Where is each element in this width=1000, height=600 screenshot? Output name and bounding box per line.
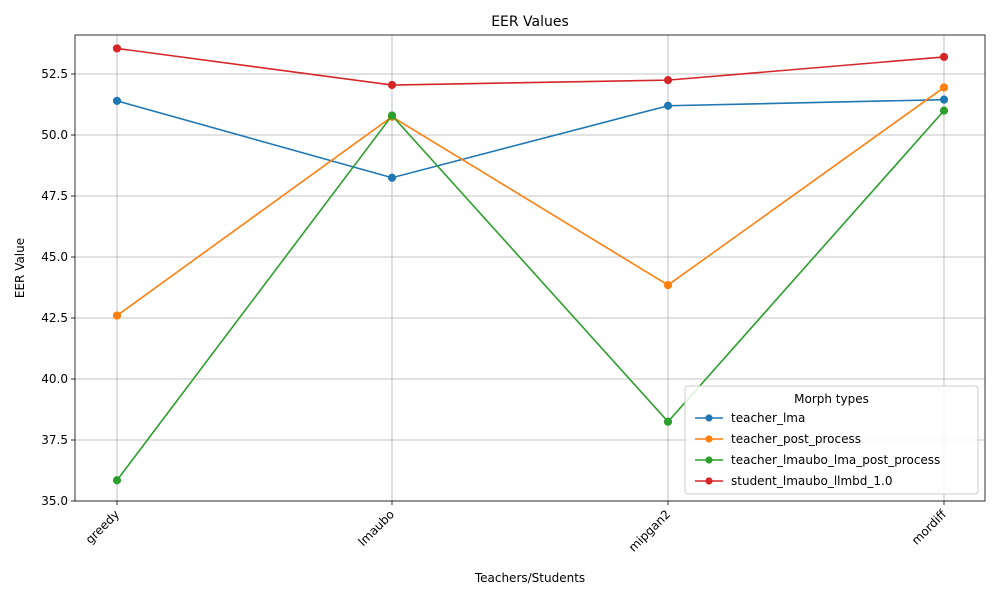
data-point <box>387 173 397 182</box>
y-tick-label: 52.5 <box>41 67 68 81</box>
y-tick-label: 42.5 <box>41 311 68 325</box>
legend-swatch-marker <box>705 456 713 464</box>
data-point <box>387 111 397 120</box>
data-point <box>112 476 122 485</box>
legend: Morph types teacher_lma teacher_post_proce… <box>684 385 979 495</box>
y-tick-label: 50.0 <box>41 128 68 142</box>
data-point <box>939 106 949 115</box>
y-tick-label: 45.0 <box>41 250 68 264</box>
series-lines <box>112 44 949 485</box>
y-tick-label: 40.0 <box>41 372 68 386</box>
legend-label: teacher_post_process <box>731 432 861 446</box>
data-point <box>663 280 673 290</box>
x-tick-label: greedy <box>83 507 122 546</box>
data-point <box>663 76 673 85</box>
data-point <box>112 96 122 105</box>
chart-title: EER Values <box>491 14 569 30</box>
grid <box>75 35 985 502</box>
legend-label: student_lmaubo_llmbd_1.0 <box>731 474 893 488</box>
data-point <box>939 52 949 62</box>
y-tick-label: 35.0 <box>41 494 68 508</box>
data-point <box>939 95 949 104</box>
x-tick-label: mipgan2 <box>626 507 673 554</box>
data-point <box>663 101 673 110</box>
x-tick-label: lmaubo <box>355 507 397 549</box>
y-tick-label: 47.5 <box>41 189 68 203</box>
legend-title: Morph types <box>794 392 869 406</box>
legend-box <box>684 385 979 495</box>
y-axis-title: EER Value <box>13 238 27 298</box>
legend-swatch-marker <box>705 477 713 485</box>
series-line <box>116 110 945 481</box>
legend-label: teacher_lma <box>731 411 805 425</box>
x-axis-title: Teachers/Students <box>474 571 585 585</box>
axes-frame <box>74 34 986 502</box>
legend-swatch-marker <box>705 414 713 422</box>
data-point <box>112 44 122 53</box>
legend-label: teacher_lmaubo_lma_post_process <box>731 453 940 467</box>
data-point <box>387 80 397 90</box>
series-line <box>116 98 945 179</box>
x-tick-label: mordiff <box>909 507 950 548</box>
data-point <box>663 417 673 426</box>
series-line <box>116 86 945 317</box>
y-tick-label: 37.5 <box>41 433 68 447</box>
data-point <box>939 83 949 92</box>
data-point <box>112 311 122 320</box>
legend-swatch-marker <box>705 435 713 443</box>
series-line <box>116 47 945 86</box>
